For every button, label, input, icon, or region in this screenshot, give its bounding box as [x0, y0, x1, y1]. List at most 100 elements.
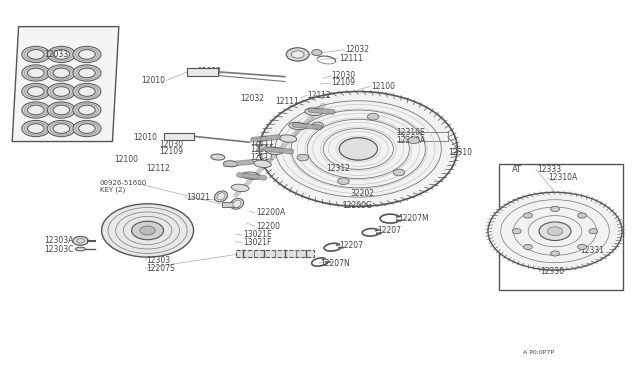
- Text: 12010: 12010: [133, 132, 157, 142]
- Text: 12200: 12200: [256, 221, 280, 231]
- Circle shape: [22, 102, 50, 118]
- Circle shape: [408, 137, 420, 144]
- Text: 12100: 12100: [371, 82, 395, 91]
- Bar: [187, 68, 218, 76]
- Text: 12032: 12032: [346, 45, 369, 54]
- Text: 12030: 12030: [159, 140, 183, 149]
- Circle shape: [578, 213, 587, 218]
- Ellipse shape: [243, 172, 260, 179]
- Text: 12032: 12032: [197, 67, 221, 76]
- Circle shape: [28, 87, 44, 96]
- Ellipse shape: [233, 200, 241, 208]
- Text: AT: AT: [511, 165, 522, 174]
- Circle shape: [73, 121, 101, 137]
- Ellipse shape: [223, 161, 237, 167]
- Ellipse shape: [230, 198, 244, 209]
- Text: 12111: 12111: [250, 145, 273, 154]
- Circle shape: [524, 213, 532, 218]
- Circle shape: [53, 87, 70, 96]
- Circle shape: [73, 46, 101, 62]
- Text: 12111: 12111: [250, 153, 273, 161]
- Circle shape: [53, 49, 70, 59]
- Circle shape: [79, 105, 95, 115]
- Ellipse shape: [279, 135, 297, 142]
- Circle shape: [578, 244, 587, 250]
- Circle shape: [539, 222, 571, 240]
- Circle shape: [28, 105, 44, 115]
- Text: 12112: 12112: [307, 91, 331, 100]
- Circle shape: [28, 68, 44, 78]
- Circle shape: [73, 236, 88, 245]
- Circle shape: [339, 138, 378, 160]
- Circle shape: [73, 65, 101, 81]
- Circle shape: [22, 83, 50, 100]
- Circle shape: [550, 251, 559, 256]
- Text: 12112: 12112: [147, 164, 170, 173]
- Circle shape: [312, 122, 323, 129]
- Text: 12310E: 12310E: [397, 128, 426, 137]
- Text: 12200A: 12200A: [256, 208, 285, 217]
- Ellipse shape: [253, 160, 271, 167]
- Circle shape: [47, 102, 76, 118]
- Text: 12010: 12010: [141, 76, 166, 85]
- Circle shape: [550, 206, 559, 212]
- Text: 12207M: 12207M: [398, 214, 429, 223]
- Text: 13021F: 13021F: [243, 238, 272, 247]
- Circle shape: [140, 226, 156, 235]
- Text: 13021E: 13021E: [243, 230, 272, 240]
- Text: 12330: 12330: [540, 267, 564, 276]
- Circle shape: [53, 124, 70, 134]
- Text: 12303C: 12303C: [44, 244, 74, 253]
- Circle shape: [512, 229, 521, 234]
- Circle shape: [28, 49, 44, 59]
- Text: 12207: 12207: [378, 226, 401, 235]
- Circle shape: [367, 113, 379, 120]
- Text: 12032: 12032: [240, 94, 264, 103]
- Circle shape: [53, 68, 70, 78]
- Circle shape: [73, 102, 101, 118]
- Circle shape: [79, 49, 95, 59]
- Text: 12100: 12100: [114, 155, 138, 164]
- Circle shape: [547, 227, 563, 235]
- Circle shape: [47, 121, 76, 137]
- Ellipse shape: [305, 108, 323, 116]
- Circle shape: [47, 46, 76, 62]
- Text: A P0;0P7P: A P0;0P7P: [523, 350, 554, 355]
- Bar: [164, 133, 194, 140]
- Ellipse shape: [232, 184, 249, 192]
- Circle shape: [524, 244, 532, 250]
- FancyBboxPatch shape: [222, 202, 237, 207]
- Text: 12109: 12109: [332, 78, 355, 87]
- Circle shape: [79, 68, 95, 78]
- Circle shape: [79, 87, 95, 96]
- Text: 12111: 12111: [250, 138, 273, 147]
- Ellipse shape: [217, 193, 225, 200]
- Circle shape: [102, 204, 193, 257]
- Text: 12310A: 12310A: [548, 173, 578, 182]
- Circle shape: [589, 229, 598, 234]
- Text: KEY (2): KEY (2): [100, 186, 125, 193]
- Text: 12111: 12111: [339, 54, 363, 62]
- Text: 12111: 12111: [275, 97, 299, 106]
- Text: 12207N: 12207N: [320, 259, 349, 267]
- Circle shape: [53, 105, 70, 115]
- Text: 12207S: 12207S: [147, 264, 175, 273]
- Text: 12312: 12312: [326, 164, 350, 173]
- Circle shape: [312, 49, 322, 55]
- Circle shape: [47, 83, 76, 100]
- Text: 12310A: 12310A: [397, 136, 426, 145]
- Circle shape: [259, 92, 458, 206]
- Text: 12109: 12109: [159, 147, 183, 155]
- Text: 12207: 12207: [339, 241, 363, 250]
- Text: 13021: 13021: [186, 193, 210, 202]
- Ellipse shape: [211, 154, 225, 160]
- Text: 12033: 12033: [44, 50, 68, 59]
- Text: 00926-51600: 00926-51600: [100, 180, 147, 186]
- Text: 12310: 12310: [448, 148, 472, 157]
- Circle shape: [47, 65, 76, 81]
- Circle shape: [132, 221, 164, 240]
- Ellipse shape: [265, 147, 283, 154]
- Ellipse shape: [289, 122, 307, 130]
- Text: 12333: 12333: [537, 165, 561, 174]
- Text: 12303A: 12303A: [44, 236, 74, 246]
